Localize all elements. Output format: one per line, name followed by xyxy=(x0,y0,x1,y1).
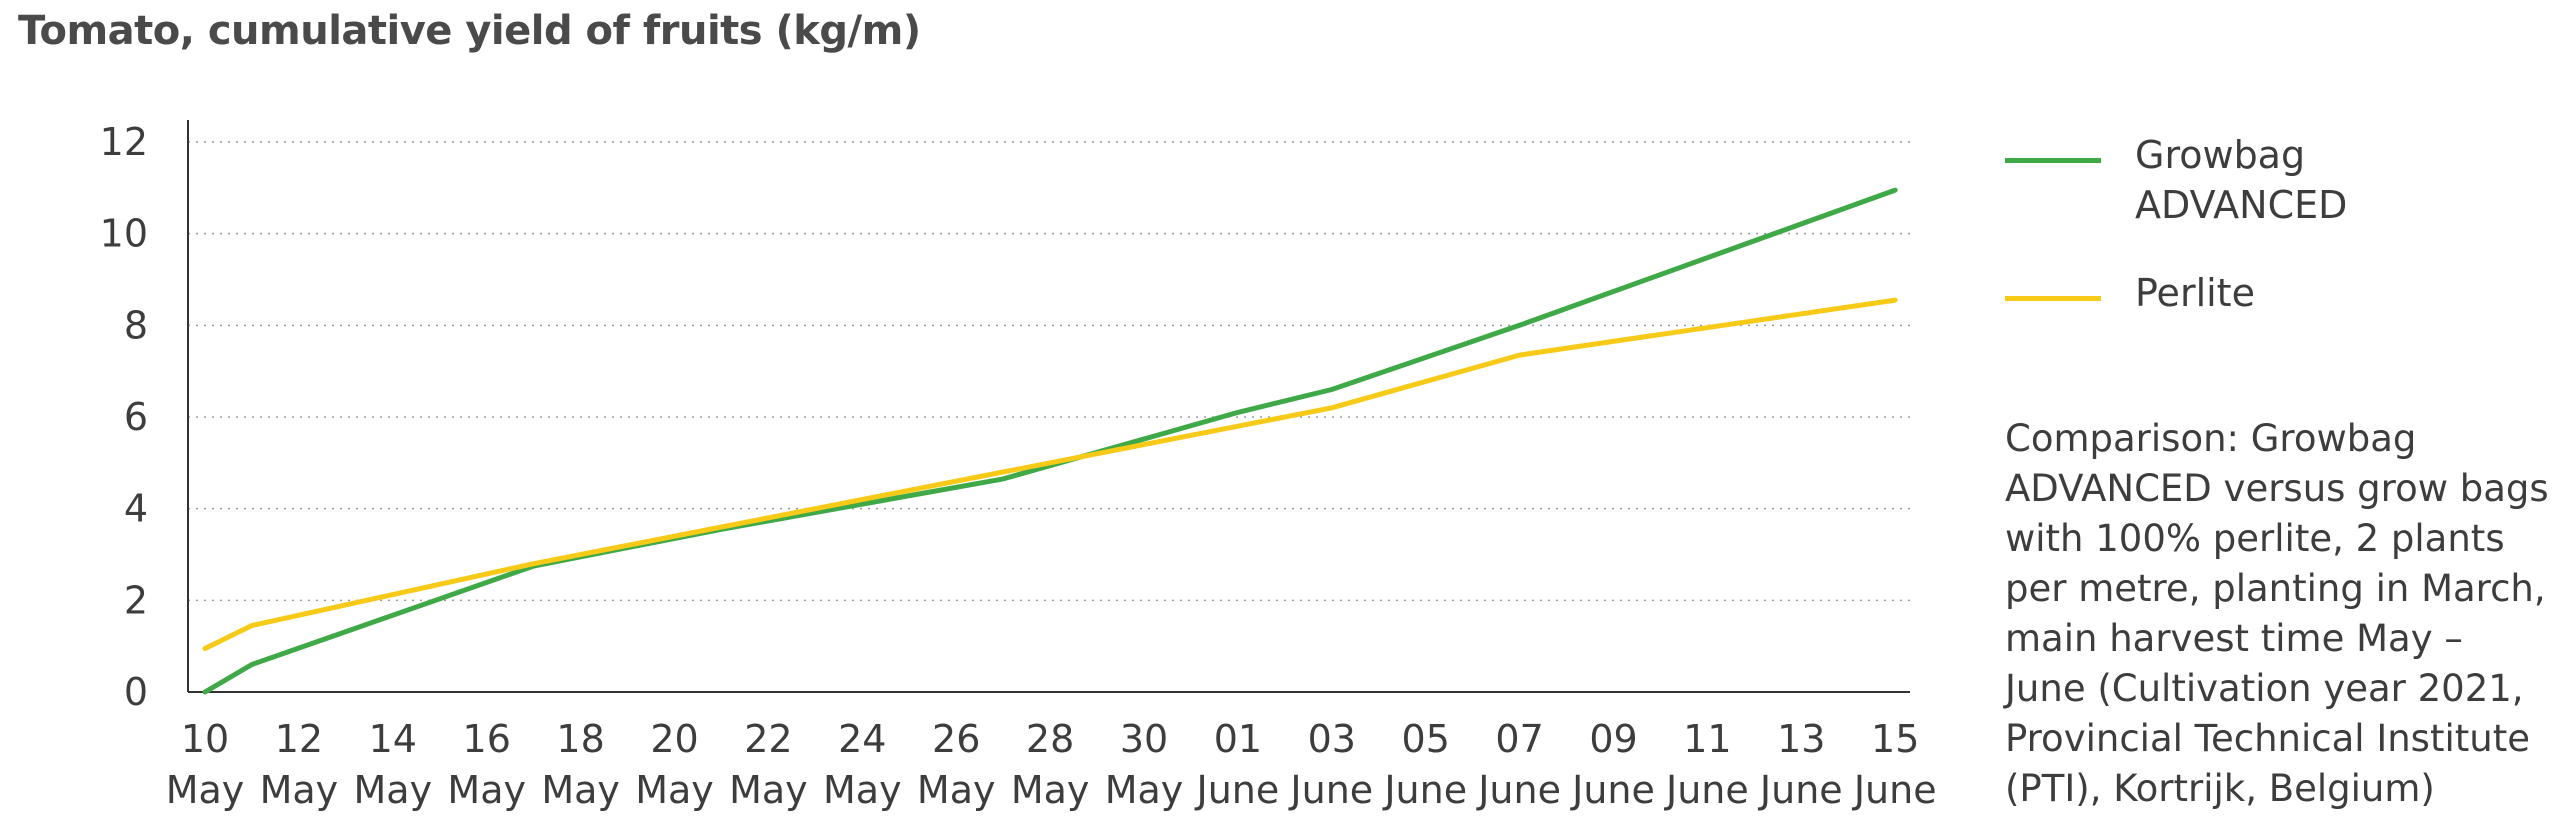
y-tick-label: 12 xyxy=(100,120,148,164)
x-tick-month: May xyxy=(541,768,620,812)
x-tick-month: June xyxy=(1288,768,1373,812)
x-tick-month: June xyxy=(1758,768,1843,812)
x-tick-day: 22 xyxy=(744,717,792,761)
y-tick-label: 8 xyxy=(124,303,148,347)
x-tick-month: May xyxy=(166,768,245,812)
x-tick-day: 07 xyxy=(1495,717,1543,761)
x-tick-labels: 10 May 12 May 14 May 16 May 18 May 20 May 22 May 24 May… xyxy=(166,717,1937,812)
x-tick-day: 13 xyxy=(1777,717,1825,761)
x-tick-day: 03 xyxy=(1308,717,1356,761)
x-tick-month: June xyxy=(1664,768,1749,812)
x-tick-day: 01 xyxy=(1214,717,1262,761)
x-tick-month: June xyxy=(1195,768,1280,812)
x-tick-day: 16 xyxy=(463,717,511,761)
legend: Growbag ADVANCED Perlite xyxy=(2005,130,2355,356)
x-tick-month: May xyxy=(354,768,433,812)
x-tick-day: 14 xyxy=(369,717,417,761)
chart-note: Comparison: Growbag ADVANCED versus grow… xyxy=(2005,417,2549,810)
x-tick-month: May xyxy=(260,768,339,812)
x-tick-month: June xyxy=(1852,768,1937,812)
x-tick-month: May xyxy=(823,768,902,812)
x-tick-day: 28 xyxy=(1026,717,1074,761)
y-tick-label: 10 xyxy=(100,212,148,256)
y-tick-label: 6 xyxy=(124,395,148,439)
x-tick-day: 05 xyxy=(1402,717,1450,761)
x-tick-day: 11 xyxy=(1683,717,1731,761)
y-tick-label: 2 xyxy=(124,578,148,622)
chart-title: Tomato, cumulative yield of fruits (kg/m… xyxy=(18,8,921,54)
x-tick-month: May xyxy=(917,768,996,812)
x-tick-day: 15 xyxy=(1871,717,1919,761)
x-tick-month: June xyxy=(1570,768,1655,812)
x-tick-day: 24 xyxy=(838,717,886,761)
x-tick-day: 30 xyxy=(1120,717,1168,761)
x-tick-day: 12 xyxy=(275,717,323,761)
series-line-growbag-advanced xyxy=(202,187,1898,695)
x-tick-day: 09 xyxy=(1589,717,1637,761)
x-tick-day: 26 xyxy=(932,717,980,761)
x-tick-month: May xyxy=(1011,768,1090,812)
legend-label: Perlite xyxy=(2135,271,2255,315)
y-tick-label: 0 xyxy=(124,670,148,714)
x-tick-day: 20 xyxy=(650,717,698,761)
x-tick-day: 10 xyxy=(181,717,229,761)
legend-item-growbag-advanced: Growbag ADVANCED xyxy=(2005,130,2355,230)
grid-lines xyxy=(188,141,1910,602)
x-tick-month: May xyxy=(447,768,526,812)
legend-swatch-perlite xyxy=(2005,296,2101,301)
y-tick-labels: 0 2 4 6 8 10 12 xyxy=(100,120,148,714)
y-tick-label: 4 xyxy=(124,487,148,531)
x-tick-month: May xyxy=(1105,768,1184,812)
x-tick-month: June xyxy=(1382,768,1467,812)
x-tick-day: 18 xyxy=(556,717,604,761)
legend-swatch-growbag-advanced xyxy=(2005,158,2101,163)
legend-label: Growbag ADVANCED xyxy=(2135,133,2348,227)
legend-item-perlite: Perlite xyxy=(2005,268,2355,318)
x-tick-month: May xyxy=(635,768,714,812)
series-line-perlite xyxy=(202,297,1898,651)
x-tick-month: May xyxy=(729,768,808,812)
series-lines xyxy=(202,187,1898,695)
x-tick-month: June xyxy=(1476,768,1561,812)
axes xyxy=(187,120,1910,693)
